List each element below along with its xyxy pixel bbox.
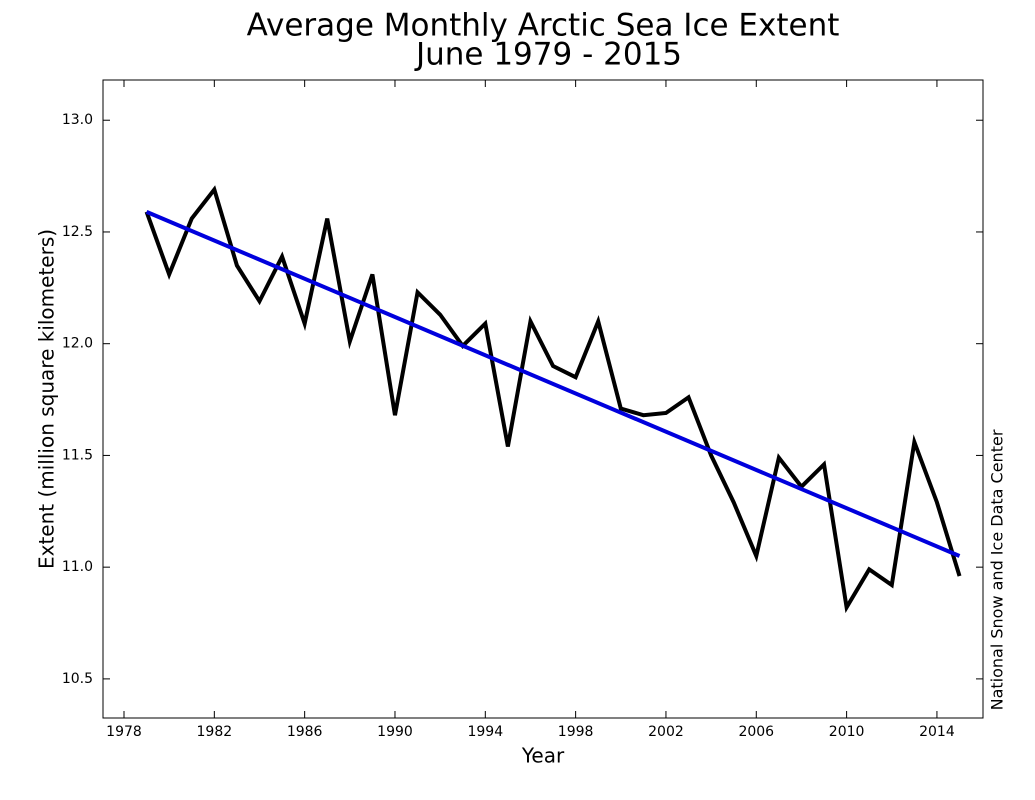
x-tick-label: 2014	[919, 724, 955, 740]
y-tick-label: 12.0	[62, 336, 93, 352]
chart-subtitle: June 1979 - 2015	[414, 37, 682, 73]
x-tick-label: 2006	[738, 724, 774, 740]
y-axis-label: Extent (million square kilometers)	[35, 229, 59, 569]
y-tick-label: 12.5	[62, 224, 93, 240]
x-tick-label: 1994	[467, 724, 503, 740]
x-axis-label: Year	[521, 744, 565, 768]
x-tick-label: 2010	[829, 724, 865, 740]
x-tick-label: 1986	[287, 724, 323, 740]
data-line	[144, 185, 962, 614]
x-tick-label: 1978	[106, 724, 142, 740]
x-tick-label: 1998	[558, 724, 594, 740]
y-tick-label: 13.0	[62, 112, 93, 128]
y-tick-label: 11.0	[62, 559, 93, 575]
x-tick-label: 1990	[377, 724, 413, 740]
chart-title: Average Monthly Arctic Sea Ice Extent	[247, 8, 840, 44]
y-tick-label: 11.5	[62, 447, 93, 463]
plot-frame	[102, 79, 984, 719]
x-tick-label: 2002	[648, 724, 684, 740]
source-annotation: National Snow and Ice Data Center	[988, 429, 1007, 710]
x-tick-label: 1982	[197, 724, 233, 740]
y-tick-label: 10.5	[62, 671, 93, 687]
trend-line	[145, 210, 961, 558]
